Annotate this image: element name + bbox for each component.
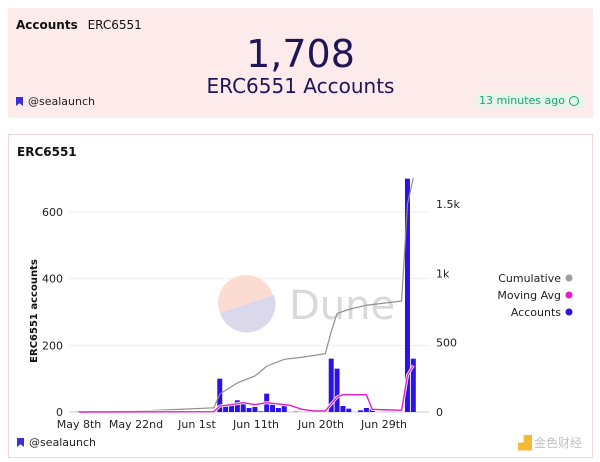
counter-card: Accounts ERC6551 1,708 ERC6551 Accounts … xyxy=(8,8,593,118)
accounts-bar[interactable] xyxy=(358,410,364,412)
accounts-bar[interactable] xyxy=(234,400,240,412)
chart-title: ERC6551 xyxy=(17,145,77,159)
dune-watermark: Dune xyxy=(289,283,395,329)
watermark-logo-icon xyxy=(517,434,532,451)
y-axis-label: ERC6551 accounts xyxy=(29,259,40,363)
x-axis-tick: Jun 29th xyxy=(360,418,407,431)
counter-label: ERC6551 Accounts xyxy=(206,74,395,98)
accounts-bar[interactable] xyxy=(240,402,246,412)
accounts-bar[interactable] xyxy=(229,406,234,412)
counter-author[interactable]: @sealaunch xyxy=(16,95,95,108)
counter-title-bold: Accounts xyxy=(16,18,78,32)
check-circle-icon xyxy=(569,95,579,106)
accounts-bar[interactable] xyxy=(328,358,334,412)
legend-label[interactable]: Moving Avg xyxy=(497,289,561,302)
accounts-bar[interactable] xyxy=(404,178,410,412)
counter-value: 1,708 xyxy=(246,32,355,76)
counter-title-rest: ERC6551 xyxy=(87,18,142,32)
legend-dot-icon xyxy=(565,291,573,299)
accounts-bar[interactable] xyxy=(252,407,258,412)
legend-dot-icon xyxy=(565,308,573,316)
chart-author-name[interactable]: @sealaunch xyxy=(29,436,96,449)
x-axis-tick: Jun 11th xyxy=(232,418,279,431)
watermark-text: 金色财经 xyxy=(533,436,582,450)
legend-dot-icon xyxy=(565,274,573,282)
left-axis-tick: 200 xyxy=(42,339,63,352)
legend-label[interactable]: Cumulative xyxy=(498,272,561,285)
accounts-bar[interactable] xyxy=(246,408,252,412)
x-axis-tick: May 22nd xyxy=(109,418,163,431)
accounts-bar[interactable] xyxy=(410,358,416,412)
accounts-bar[interactable] xyxy=(223,404,229,412)
bookmark-icon xyxy=(17,438,24,447)
right-axis-tick: 1k xyxy=(436,267,450,280)
right-axis-tick: 0 xyxy=(436,406,443,419)
accounts-bar[interactable] xyxy=(270,404,276,412)
left-axis-tick: 0 xyxy=(56,406,63,419)
accounts-bar[interactable] xyxy=(281,403,287,412)
left-axis-tick: 400 xyxy=(42,273,63,286)
counter-title: Accounts ERC6551 xyxy=(16,18,142,32)
bookmark-icon xyxy=(16,97,23,106)
x-axis-tick: Jun 1st xyxy=(177,418,216,431)
legend-label[interactable]: Accounts xyxy=(511,306,561,319)
chart-card: ERC6551 Dune 0 200 400 600 0 500 1k 1.5k May 8th M… xyxy=(8,134,593,458)
accounts-bar[interactable] xyxy=(258,411,264,412)
cumulative-line xyxy=(78,177,414,413)
updated-badge: 13 minutes ago xyxy=(475,93,583,108)
x-axis-tick: May 8th xyxy=(57,418,102,431)
accounts-bar[interactable] xyxy=(346,408,352,412)
x-axis-tick: Jun 20th xyxy=(297,418,344,431)
counter-author-name[interactable]: @sealaunch xyxy=(28,95,95,108)
left-axis-tick: 600 xyxy=(42,206,63,219)
bottom-watermark: 金色财经 xyxy=(517,434,582,451)
accounts-bar[interactable] xyxy=(340,406,346,412)
moving-avg-line xyxy=(78,364,414,413)
accounts-bar[interactable] xyxy=(334,368,340,412)
right-axis-tick: 1.5k xyxy=(436,198,460,211)
chart-author[interactable]: @sealaunch xyxy=(17,436,96,449)
right-axis-tick: 500 xyxy=(436,337,457,350)
accounts-bar[interactable] xyxy=(275,408,281,412)
updated-text: 13 minutes ago xyxy=(479,94,565,107)
accounts-bar[interactable] xyxy=(363,408,369,412)
chart-plot: Dune 0 200 400 600 0 500 1k 1.5k May 8th May 22nd J… xyxy=(29,177,573,431)
